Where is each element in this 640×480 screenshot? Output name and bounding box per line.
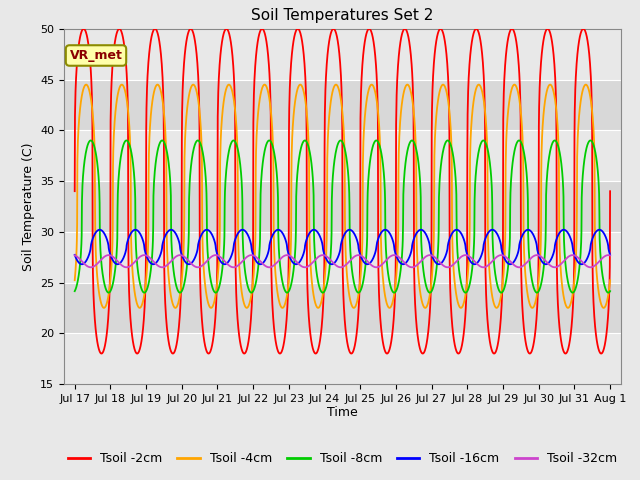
Tsoil -2cm (71, 188, 79, 194)
Text: VR_met: VR_met (70, 49, 122, 62)
Bar (64, 130, 621, 181)
Tsoil -16cm (71, 252, 79, 258)
Tsoil -8cm (332, 152, 339, 157)
Tsoil -4cm (591, 220, 598, 226)
Tsoil -32cm (493, 254, 500, 260)
Tsoil -2cm (241, 351, 248, 357)
Tsoil -32cm (317, 252, 325, 258)
Line: Tsoil -16cm: Tsoil -16cm (75, 230, 610, 264)
Line: Tsoil -8cm: Tsoil -8cm (75, 141, 610, 293)
Tsoil -4cm (591, 157, 598, 163)
Line: Tsoil -32cm: Tsoil -32cm (75, 255, 610, 267)
Tsoil -16cm (606, 252, 614, 258)
Tsoil -4cm (332, 82, 339, 88)
Tsoil -8cm (99, 269, 106, 275)
Title: Soil Temperatures Set 2: Soil Temperatures Set 2 (252, 9, 433, 24)
Bar (64, 232, 621, 283)
Tsoil -2cm (591, 324, 599, 329)
Tsoil -4cm (260, 82, 268, 87)
Tsoil -8cm (493, 280, 500, 286)
Tsoil -2cm (436, 26, 444, 32)
Tsoil -32cm (71, 252, 79, 258)
Line: Tsoil -4cm: Tsoil -4cm (75, 84, 610, 308)
Tsoil -16cm (98, 228, 106, 234)
Tsoil -16cm (591, 230, 598, 236)
Bar (64, 283, 621, 333)
Bar (64, 181, 621, 232)
Tsoil -16cm (332, 259, 339, 265)
Tsoil -2cm (591, 321, 598, 326)
Tsoil -8cm (71, 288, 79, 294)
Tsoil -2cm (98, 350, 106, 356)
Tsoil -8cm (426, 290, 434, 296)
Tsoil -2cm (317, 329, 325, 335)
Line: Tsoil -2cm: Tsoil -2cm (75, 29, 610, 354)
Tsoil -8cm (591, 148, 599, 154)
Y-axis label: Soil Temperature (C): Soil Temperature (C) (22, 142, 35, 271)
Tsoil -32cm (591, 263, 598, 268)
Tsoil -4cm (600, 305, 607, 311)
Tsoil -8cm (87, 138, 95, 144)
Bar (64, 333, 621, 384)
Tsoil -4cm (493, 305, 500, 311)
Tsoil -2cm (332, 28, 339, 34)
Tsoil -4cm (606, 277, 614, 283)
Tsoil -32cm (606, 252, 614, 258)
Tsoil -8cm (317, 288, 325, 294)
Legend: Tsoil -2cm, Tsoil -4cm, Tsoil -8cm, Tsoil -16cm, Tsoil -32cm: Tsoil -2cm, Tsoil -4cm, Tsoil -8cm, Tsoi… (63, 447, 622, 470)
X-axis label: Time: Time (327, 407, 358, 420)
Bar (64, 29, 621, 80)
Tsoil -16cm (493, 230, 500, 236)
Tsoil -4cm (98, 303, 106, 309)
Tsoil -32cm (426, 252, 434, 258)
Tsoil -16cm (317, 237, 325, 242)
Tsoil -4cm (317, 300, 325, 306)
Tsoil -8cm (606, 288, 614, 294)
Tsoil -2cm (606, 188, 614, 194)
Tsoil -32cm (99, 256, 106, 262)
Tsoil -8cm (591, 147, 598, 153)
Tsoil -16cm (596, 227, 604, 233)
Bar (64, 80, 621, 130)
Tsoil -4cm (71, 277, 79, 283)
Tsoil -32cm (332, 262, 339, 268)
Tsoil -32cm (591, 263, 599, 268)
Tsoil -32cm (87, 264, 95, 270)
Tsoil -16cm (257, 262, 264, 267)
Tsoil -16cm (591, 231, 598, 237)
Tsoil -2cm (493, 346, 500, 352)
